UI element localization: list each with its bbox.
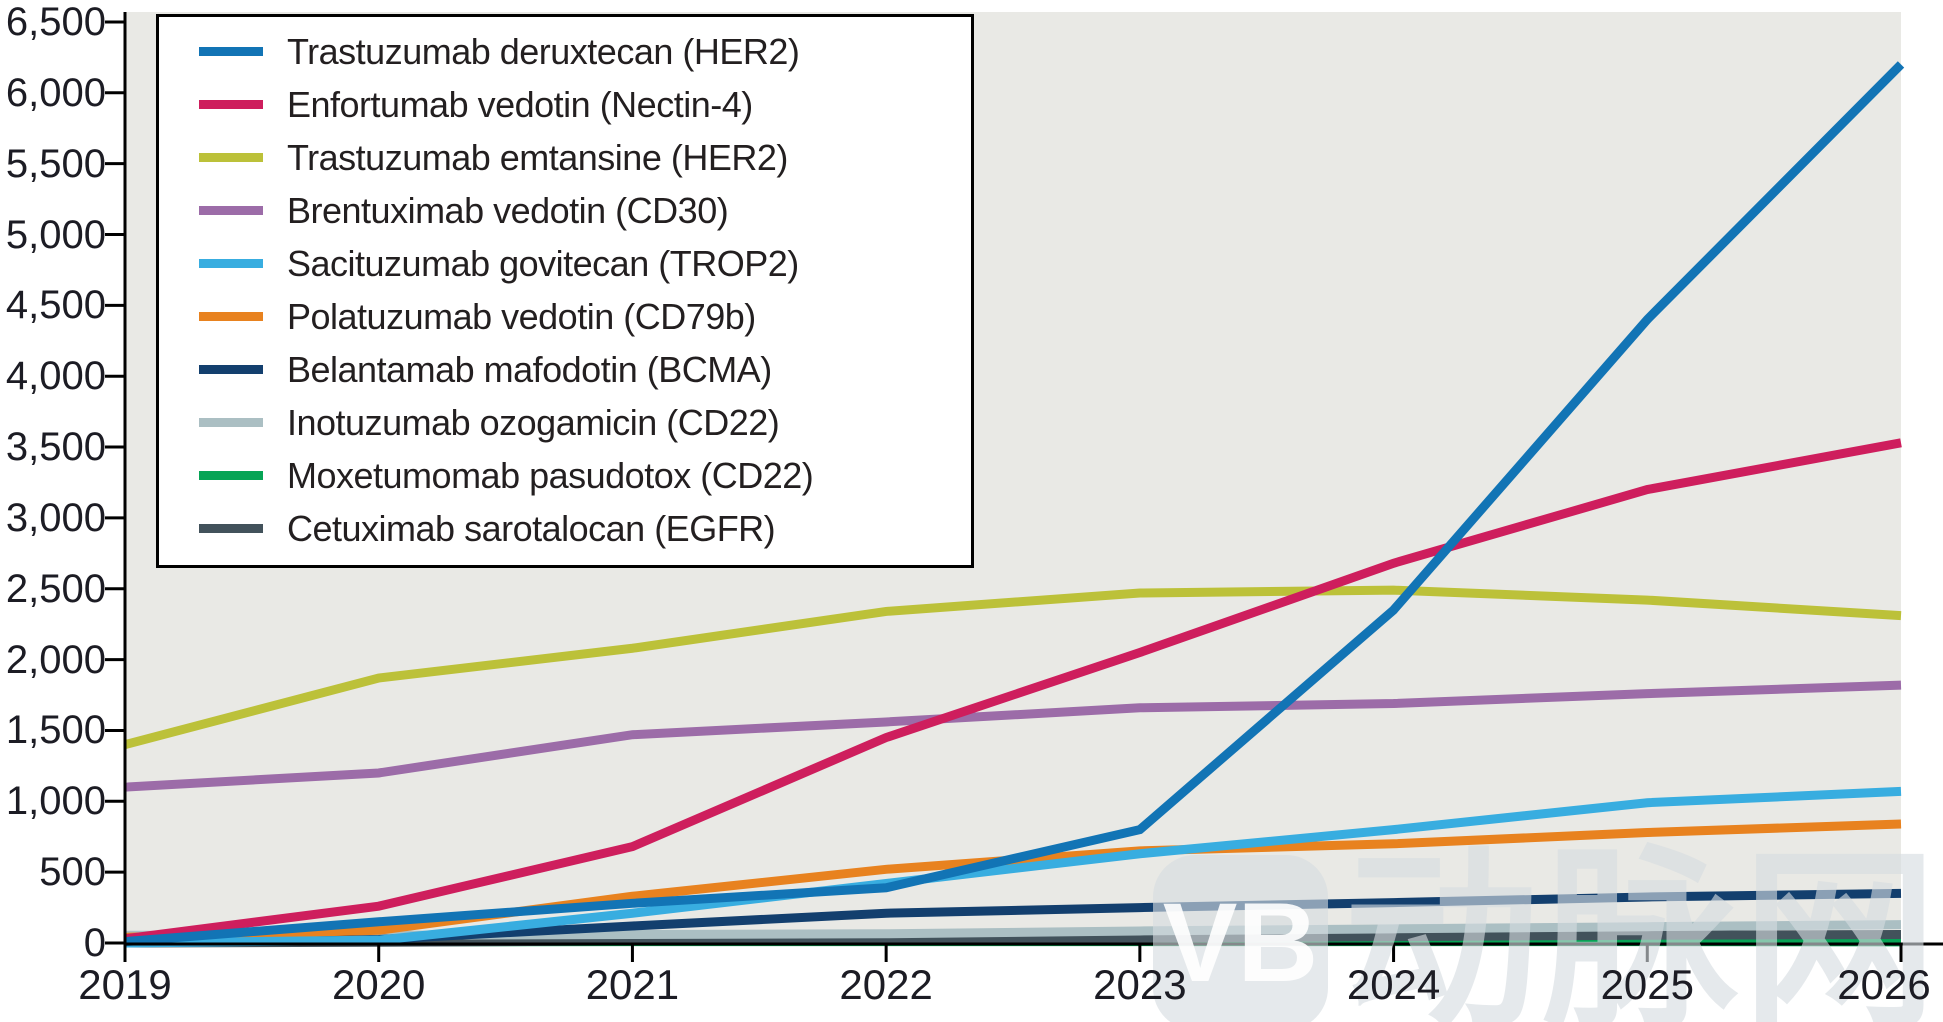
y-tick-label: 4,000 [5,354,106,399]
legend-item-2: Enfortumab vedotin (Nectin-4) [199,84,961,126]
legend-item-7: Belantamab mafodotin (BCMA) [199,349,961,391]
legend-item-5: Sacituzumab govitecan (TROP2) [199,243,961,285]
x-tick-label: 2025 [1600,961,1694,1008]
legend-swatch [199,418,263,427]
series-line-1 [124,61,1905,947]
y-tick-label: 0 [83,921,106,965]
legend-item-8: Inotuzumab ozogamicin (CD22) [199,402,961,444]
legend-label: Trastuzumab emtansine (HER2) [287,136,788,178]
legend-item-6: Polatuzumab vedotin (CD79b) [199,296,961,338]
legend-swatch [199,365,263,374]
series-line-4 [124,680,1902,792]
y-tick-label: 4,500 [5,283,106,328]
legend-label: Belantamab mafodotin (BCMA) [287,348,772,390]
y-tick-label: 5,500 [5,141,106,186]
x-tick-label: 2022 [839,961,933,1008]
legend-label: Brentuximab vedotin (CD30) [287,189,729,231]
y-tick-label: 6,500 [5,0,106,44]
legend-item-4: Brentuximab vedotin (CD30) [199,190,961,232]
series-line-2 [124,438,1902,944]
legend-swatch [199,524,263,533]
legend-label: Enfortumab vedotin (Nectin-4) [287,83,753,125]
legend-label: Inotuzumab ozogamicin (CD22) [287,401,780,443]
x-tick-label: 2021 [585,961,680,1008]
y-tick-label: 3,000 [5,495,106,540]
y-tick-label: 2,000 [5,637,106,682]
y-tick-label: 1,000 [5,779,106,824]
y-tick-label: 1,500 [5,708,106,753]
y-tick-label: 5,000 [5,212,106,257]
legend-item-1: Trastuzumab deruxtecan (HER2) [199,31,961,73]
series-line-5 [124,786,1902,948]
x-tick-label: 2026 [1837,961,1931,1008]
legend-swatch [199,153,263,162]
legend-swatch [199,471,263,480]
series-line-3 [123,585,1902,749]
legend-label: Trastuzumab deruxtecan (HER2) [287,30,800,72]
legend-label: Polatuzumab vedotin (CD79b) [287,295,756,337]
y-tick-label: 6,000 [5,70,106,115]
legend-swatch [199,47,263,56]
y-tick-label: 2,500 [5,566,106,611]
chart-legend: Trastuzumab deruxtecan (HER2) Enfortumab … [156,14,974,568]
y-tick-label: 3,500 [5,425,106,470]
legend-item-3: Trastuzumab emtansine (HER2) [199,137,961,179]
legend-swatch [199,206,263,215]
axes [105,12,1943,962]
legend-label: Moxetumomab pasudotox (CD22) [287,454,814,496]
x-tick-label: 2019 [78,961,172,1008]
series-line-10 [124,929,1902,948]
legend-item-9: Moxetumomab pasudotox (CD22) [199,455,961,497]
legend-label: Cetuximab sarotalocan (EGFR) [287,507,776,549]
legend-item-10: Cetuximab sarotalocan (EGFR) [199,508,961,550]
legend-swatch [199,100,263,109]
legend-swatch [199,312,263,321]
y-tick-label: 500 [39,850,106,895]
x-tick-label: 2023 [1093,961,1187,1008]
legend-label: Sacituzumab govitecan (TROP2) [287,242,799,284]
x-tick-label: 2024 [1346,961,1441,1008]
x-tick-label: 2020 [331,961,426,1008]
legend-swatch [199,259,263,268]
